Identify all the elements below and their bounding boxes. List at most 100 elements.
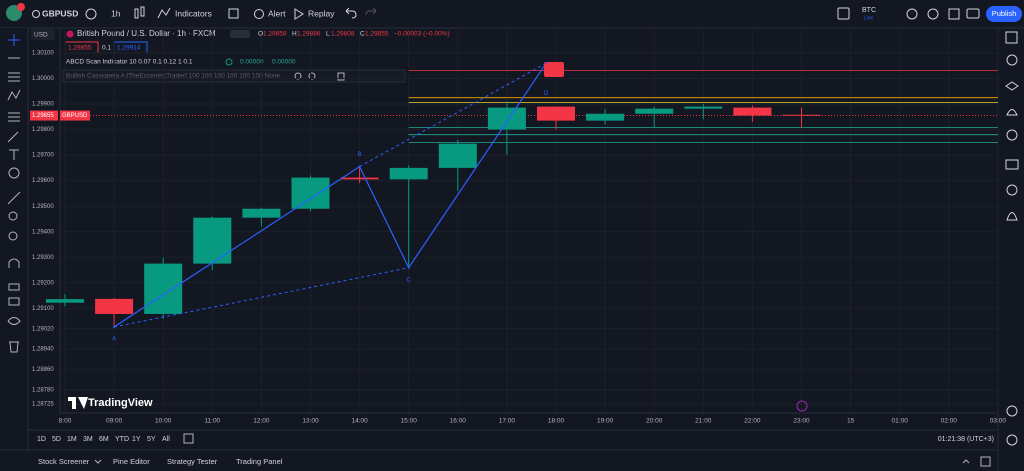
lock-drawings[interactable] <box>8 283 20 291</box>
candle-body <box>389 167 428 180</box>
x-tick-label: 20:00 <box>646 418 663 425</box>
replay-button[interactable]: Replay <box>308 8 335 18</box>
zoom-out[interactable] <box>8 231 18 241</box>
right-toolbar <box>1005 31 1019 446</box>
alert-icon[interactable] <box>254 9 264 19</box>
chats[interactable] <box>1005 159 1019 170</box>
candle-body <box>242 208 281 218</box>
lock[interactable] <box>8 297 20 306</box>
range-button[interactable]: YTD <box>115 436 129 443</box>
y-tick-label: 1.28780 <box>32 388 54 394</box>
pattern-point <box>358 165 361 168</box>
pattern-label: C <box>407 277 412 283</box>
zoom-in[interactable] <box>8 211 18 221</box>
range-button[interactable]: 3M <box>83 436 93 443</box>
calendar-icon[interactable] <box>183 433 194 444</box>
indicators-button[interactable]: Indicators <box>175 8 212 18</box>
y-tick-label: 1.29800 <box>32 127 54 133</box>
pattern-tool[interactable] <box>7 89 21 101</box>
hotlists[interactable] <box>1006 109 1018 116</box>
currency-box[interactable] <box>31 29 55 40</box>
range-button[interactable]: 5D <box>52 436 61 443</box>
help[interactable] <box>1006 434 1018 446</box>
interval[interactable]: 1h <box>111 8 121 18</box>
chevron[interactable] <box>94 459 102 464</box>
magnet[interactable] <box>8 258 20 268</box>
fib-tool[interactable] <box>8 72 20 82</box>
alerts[interactable] <box>1006 54 1018 66</box>
tab[interactable]: Strategy Tester <box>167 457 218 466</box>
bid[interactable]: 1.29855 <box>68 45 92 52</box>
range-button[interactable]: 1M <box>67 436 77 443</box>
add-symbol[interactable] <box>85 8 97 20</box>
currency[interactable]: USD <box>34 32 48 39</box>
range-button[interactable]: 1Y <box>132 436 141 443</box>
ideas[interactable] <box>1006 184 1018 196</box>
symbol[interactable]: GBPUSD <box>42 8 78 18</box>
range-button[interactable]: 1D <box>37 436 46 443</box>
publish-button[interactable] <box>986 6 1022 22</box>
ruler-tool[interactable] <box>7 191 21 205</box>
y-tick-label: 1.28940 <box>32 347 54 353</box>
ohlc-key: C <box>360 31 365 38</box>
layers[interactable] <box>1005 81 1019 91</box>
range-button[interactable]: 6M <box>99 436 109 443</box>
alert-button[interactable]: Alert <box>268 8 286 18</box>
expand[interactable] <box>962 459 970 464</box>
chart-type-icon[interactable] <box>140 6 145 17</box>
hide-drawings[interactable] <box>7 317 21 325</box>
calendar[interactable] <box>1006 129 1018 141</box>
legend-toggle[interactable] <box>230 30 250 38</box>
prediction-tool[interactable] <box>8 112 20 122</box>
indicators-icon[interactable] <box>157 7 171 19</box>
layouts-icon[interactable] <box>228 8 239 19</box>
tab[interactable]: Stock Screener <box>38 457 90 466</box>
snapshot[interactable] <box>966 8 980 19</box>
watchlist-icon[interactable] <box>837 7 850 20</box>
chart-type-icon[interactable] <box>134 8 139 19</box>
maximize[interactable] <box>980 456 991 467</box>
search-icon[interactable] <box>32 10 40 18</box>
candle-body <box>782 114 821 116</box>
redo[interactable] <box>365 7 377 16</box>
symbol-tag <box>60 110 90 121</box>
publish-label[interactable]: Publish <box>992 9 1017 18</box>
remove-drawings[interactable] <box>9 341 19 353</box>
replay-icon[interactable] <box>294 8 304 20</box>
y-tick-label: 1.29020 <box>32 326 54 332</box>
text-tool[interactable] <box>9 149 19 160</box>
tab[interactable]: Pine Editor <box>113 457 150 466</box>
undo[interactable] <box>345 7 357 19</box>
candle-body <box>733 107 772 116</box>
dom[interactable] <box>1006 405 1018 417</box>
delete[interactable] <box>337 72 345 81</box>
watermark-logo <box>68 397 88 409</box>
fullscreen[interactable] <box>948 8 960 20</box>
y-tick-label: 1.29200 <box>32 280 54 286</box>
pattern-label: B <box>358 152 362 158</box>
ask[interactable]: 1.29914 <box>117 45 141 52</box>
crosshair-tool[interactable] <box>8 34 20 46</box>
event-icon[interactable] <box>796 400 808 412</box>
range-button[interactable]: All <box>162 436 170 443</box>
ohlc-key: H <box>292 31 297 38</box>
account-name[interactable]: BTC <box>862 7 876 14</box>
tab[interactable]: Trading Panel <box>236 457 283 466</box>
account-status: Live <box>864 15 873 21</box>
watchlist[interactable] <box>1005 31 1018 44</box>
quick-search[interactable] <box>906 8 918 20</box>
watermark: TradingView <box>88 397 153 409</box>
indicator-icon[interactable] <box>225 58 233 66</box>
y-tick-label: 1.28725 <box>32 402 54 408</box>
brush-tool[interactable] <box>7 131 19 143</box>
indicator-name: Bullish Cassiopeia A [TheEccentricTrader… <box>66 73 280 80</box>
spread: 0.1 <box>102 45 111 52</box>
range-button[interactable]: 5Y <box>147 436 156 443</box>
settings[interactable] <box>927 8 939 20</box>
pattern-label: A <box>112 337 116 343</box>
notifications[interactable] <box>1006 212 1018 221</box>
y-tick-label: 1.29600 <box>32 178 54 184</box>
candle-body <box>586 113 625 121</box>
icons-tool[interactable] <box>8 167 20 179</box>
ohlc-value: 1.29855 <box>365 31 389 38</box>
